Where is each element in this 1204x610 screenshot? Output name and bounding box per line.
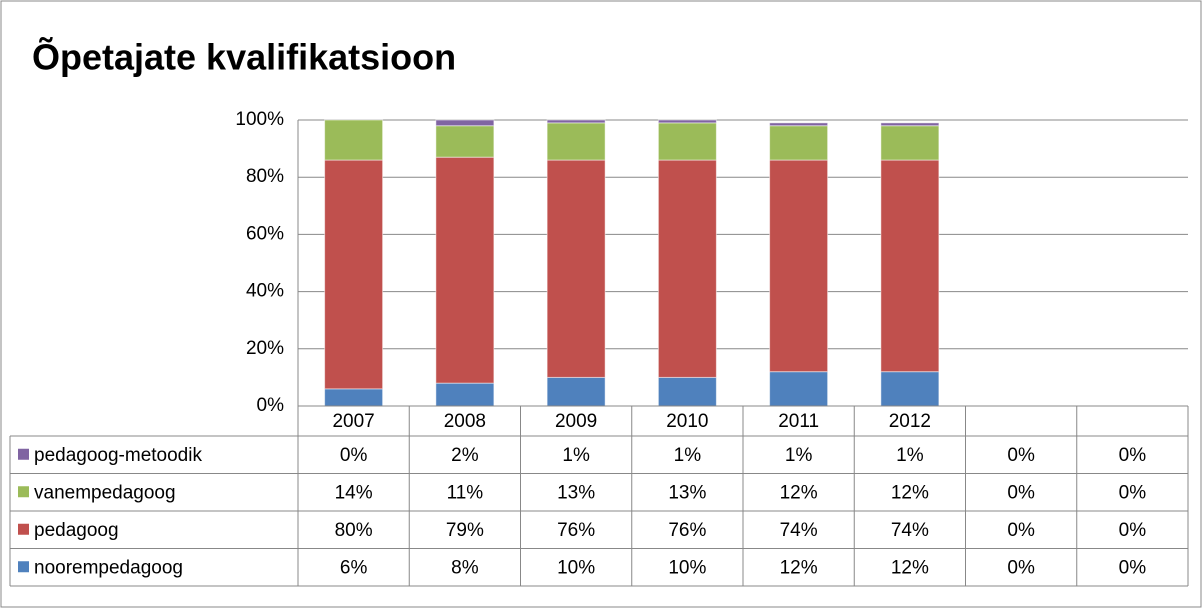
table-cell: 13% (557, 482, 595, 503)
y-tick-label: 20% (246, 338, 284, 359)
legend-swatch (18, 486, 29, 498)
table-cell: 8% (451, 557, 479, 578)
bar-segment (546, 122, 606, 161)
bar-segment (435, 125, 495, 158)
bar-segment (657, 119, 717, 124)
table-cell: 76% (668, 520, 706, 541)
y-tick-label: 40% (246, 281, 284, 302)
legend-label: pedagoog-metoodik (34, 445, 202, 466)
bar-segment (880, 122, 940, 127)
bar-segment (769, 125, 829, 161)
bar-segment (546, 159, 606, 378)
bar-segment (324, 388, 384, 407)
legend-label: noorempedagoog (34, 557, 183, 578)
table-cell: 12% (780, 482, 818, 503)
table-cell: 80% (335, 520, 373, 541)
table-cell: 74% (780, 520, 818, 541)
table-cell: 12% (891, 557, 929, 578)
table-cell: 13% (668, 482, 706, 503)
bar-segment (880, 125, 940, 161)
bar-segment (435, 156, 495, 384)
table-cell: 79% (446, 520, 484, 541)
table-cell: 1% (785, 445, 813, 466)
bar-segment (769, 159, 829, 373)
table-cell: 0% (1007, 482, 1035, 503)
chart-title: Õpetajate kvalifikatsioon (32, 36, 456, 78)
bar-segment (546, 119, 606, 124)
bar-segment (769, 371, 829, 407)
x-tick-label: 2007 (332, 411, 374, 432)
legend-swatch (18, 561, 29, 573)
bar-segment (324, 119, 384, 161)
y-tick-label: 100% (235, 109, 284, 130)
bar-segment (880, 159, 940, 373)
table-cell: 0% (1119, 482, 1147, 503)
table-cell: 76% (557, 520, 595, 541)
bar-segment (657, 159, 717, 378)
table-cell: 12% (891, 482, 929, 503)
bar-segment (880, 371, 940, 407)
legend-swatch (18, 448, 29, 460)
table-cell: 14% (335, 482, 373, 503)
table-cell: 0% (1007, 557, 1035, 578)
bar-segment (435, 119, 495, 127)
table-cell: 2% (451, 445, 479, 466)
bar-segment (435, 382, 495, 407)
legend-label: vanempedagoog (34, 482, 176, 503)
bar-segment (769, 122, 829, 127)
table-cell: 6% (340, 557, 368, 578)
table-cell: 0% (1119, 445, 1147, 466)
y-tick-label: 0% (257, 395, 285, 416)
legend-swatch (18, 523, 29, 535)
bar-segment (657, 122, 717, 161)
table-cell: 11% (447, 482, 484, 503)
legend-label: pedagoog (34, 520, 119, 541)
x-tick-label: 2011 (778, 411, 819, 432)
table-cell: 0% (1007, 445, 1035, 466)
x-tick-label: 2009 (555, 411, 597, 432)
table-cell: 0% (340, 445, 368, 466)
y-tick-label: 80% (246, 166, 284, 187)
x-tick-label: 2008 (444, 411, 486, 432)
x-tick-label: 2010 (666, 411, 708, 432)
table-cell: 10% (557, 557, 595, 578)
table-cell: 1% (896, 445, 924, 466)
table-cell: 1% (674, 445, 702, 466)
table-cell: 12% (780, 557, 818, 578)
bar-segment (324, 159, 384, 390)
bar-segment (546, 376, 606, 407)
bar-segment (657, 376, 717, 407)
table-cell: 1% (562, 445, 590, 466)
x-tick-label: 2012 (889, 411, 931, 432)
table-cell: 74% (891, 520, 929, 541)
table-cell: 0% (1119, 520, 1147, 541)
table-cell: 10% (668, 557, 706, 578)
y-tick-label: 60% (246, 223, 284, 244)
table-cell: 0% (1119, 557, 1147, 578)
table-cell: 0% (1007, 520, 1035, 541)
